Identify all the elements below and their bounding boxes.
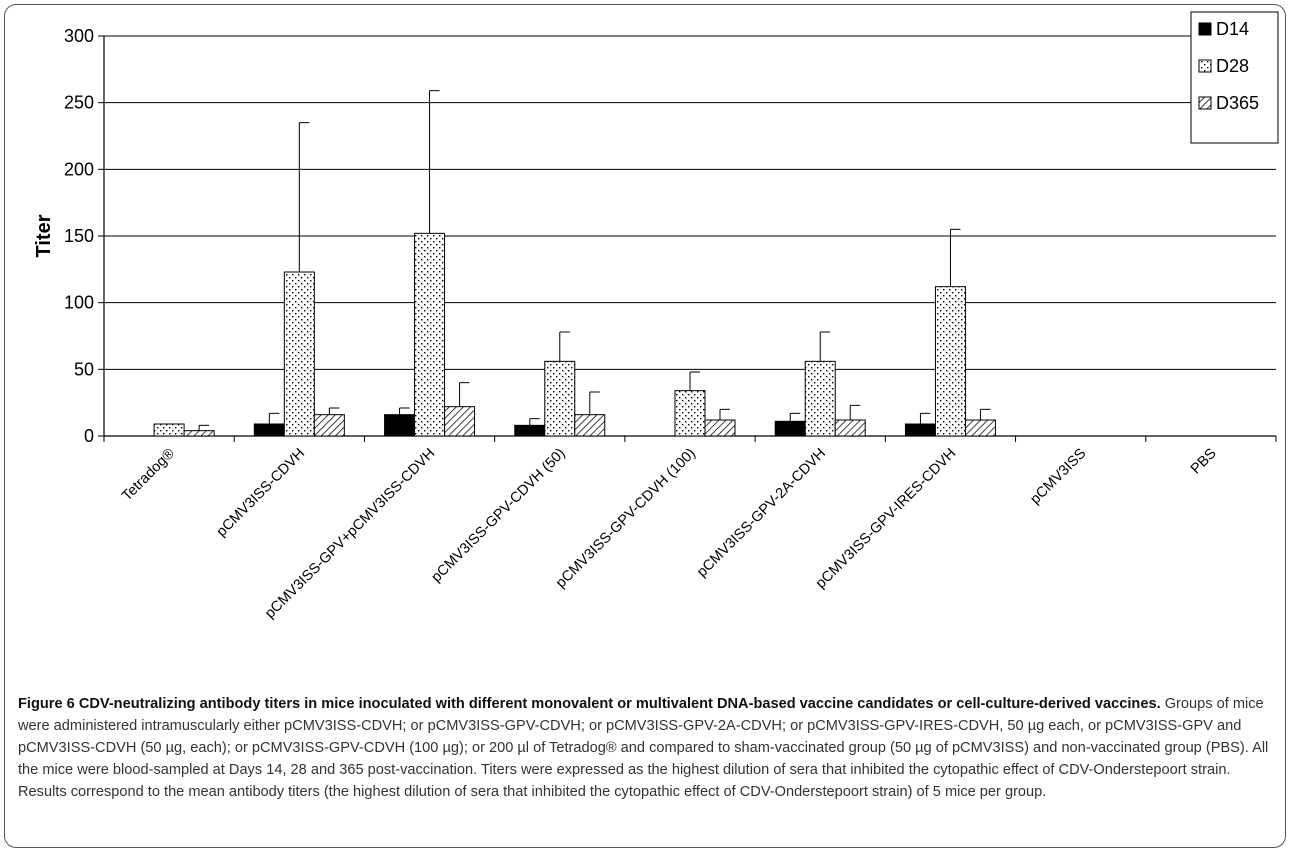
y-tick-label: 50	[74, 359, 94, 379]
bar-d14-5	[774, 420, 806, 437]
y-tick-label: 200	[64, 159, 94, 179]
x-category-label: pCMV3ISS-GPV-2A-CDVH	[694, 446, 829, 581]
bar-d28-1	[283, 271, 315, 437]
x-category-label: Tetradog®	[119, 445, 178, 504]
bar-d365-5	[834, 419, 866, 437]
x-category-label: pCMV3ISS	[1027, 446, 1089, 508]
x-category-label: pCMV3ISS-GPV-CDVH (100)	[553, 446, 699, 592]
bar-d365-0	[183, 430, 215, 437]
y-tick-label: 100	[64, 293, 94, 313]
legend-label-d14: D14	[1216, 19, 1249, 39]
legend: D14 D28 D365	[1190, 11, 1279, 144]
x-category-label: pCMV3ISS-GPV-IRES-CDVH	[813, 446, 959, 592]
x-category-label: PBS	[1188, 446, 1220, 478]
figure-caption: Figure 6 CDV-neutralizing antibody titer…	[18, 693, 1276, 803]
bar-d365-1	[313, 414, 345, 437]
bar-d365-2	[444, 406, 476, 437]
bar-chart: 0 50 100 150 200 250 300 Tetradog® pCMV3ISS-CDV…	[33, 11, 1279, 622]
bar-d14-2	[384, 414, 416, 437]
bar-d28-0	[153, 423, 185, 437]
bar-d365-6	[964, 419, 996, 437]
y-tick-label: 0	[84, 426, 94, 446]
bar-d28-3	[544, 360, 576, 437]
legend-label-d365: D365	[1216, 93, 1259, 113]
y-tick-label: 250	[64, 93, 94, 113]
legend-swatch-d365	[1198, 96, 1212, 110]
bar-d365-4	[704, 419, 736, 437]
bar-d28-5	[804, 360, 836, 437]
bar-d28-4	[674, 390, 706, 437]
figure-frame	[4, 4, 1286, 848]
legend-swatch-d28	[1198, 59, 1212, 73]
x-category-label: pCMV3ISS-GPV-CDVH (50)	[429, 446, 569, 586]
bar-d365-3	[574, 414, 606, 437]
y-tick-label: 300	[64, 26, 94, 46]
caption-title: Figure 6 CDV-neutralizing antibody titer…	[18, 696, 1161, 712]
bar-d14-6	[904, 423, 936, 437]
x-category-label: pCMV3ISS-CDVH	[214, 446, 308, 540]
caption-body: Groups of mice were administered intramu…	[18, 696, 1269, 800]
bar-d14-1	[253, 423, 285, 437]
bar-d28-6	[934, 286, 966, 437]
legend-swatch-d14	[1198, 22, 1212, 36]
y-axis-label: Titer	[33, 214, 55, 257]
bar-d14-3	[514, 424, 546, 437]
y-tick-label: 150	[64, 226, 94, 246]
legend-label-d28: D28	[1216, 56, 1249, 76]
bar-d28-2	[414, 232, 446, 437]
